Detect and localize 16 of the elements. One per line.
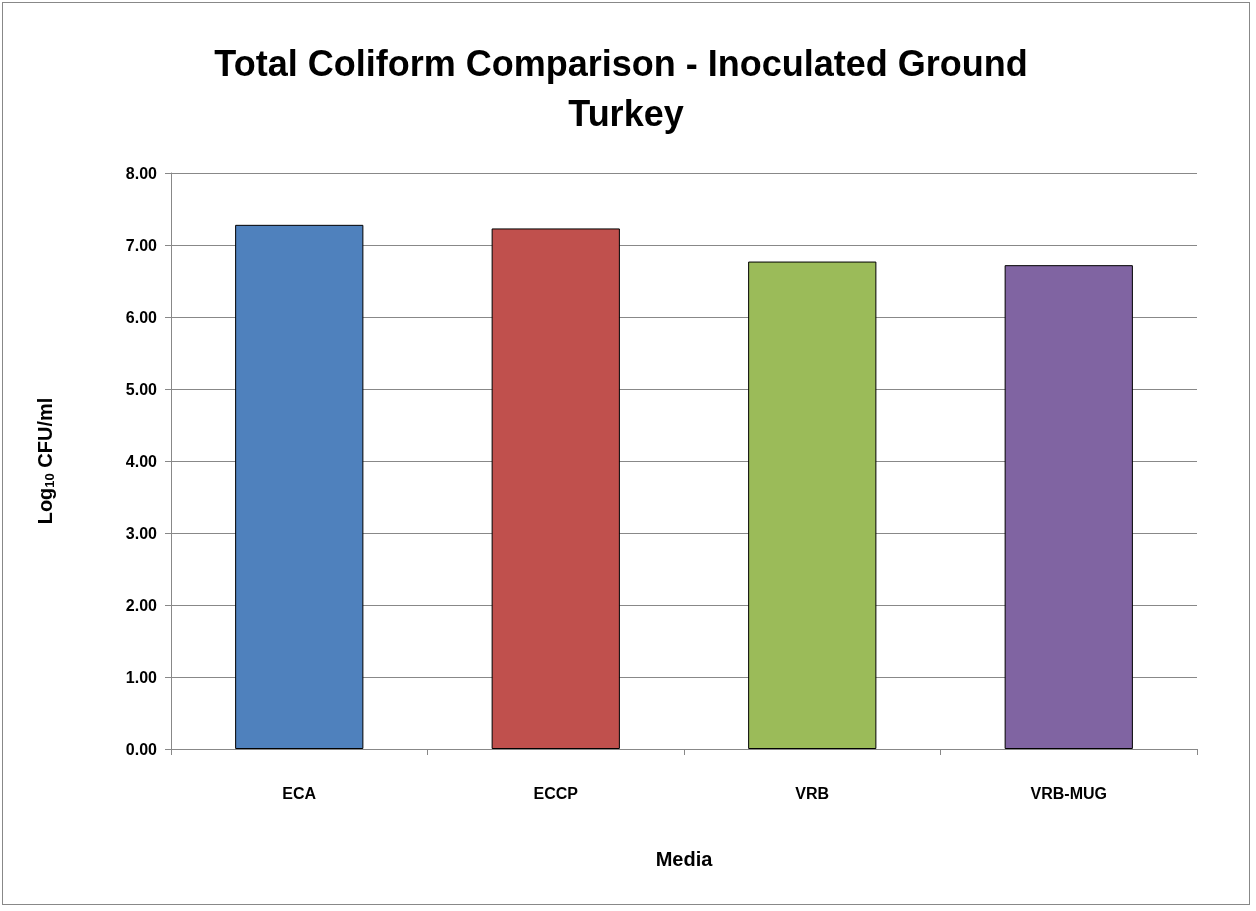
y-tick-label: 3.00 — [125, 524, 158, 542]
y-tick-label: 2.00 — [125, 596, 158, 614]
y-tick-label: 1.00 — [125, 668, 158, 686]
y-tick-label: 6.00 — [125, 308, 158, 326]
x-tick-label: VRB-MUG — [1030, 784, 1107, 802]
y-tick-label: 7.00 — [125, 236, 158, 254]
x-axis-title: Media — [655, 848, 714, 870]
chart-title: Total Coliform Comparison - Inoculated Ground Turkey — [214, 42, 1038, 134]
y-tick-label: 5.00 — [125, 380, 158, 398]
y-axis-title: Log10 CFU/ml — [33, 397, 57, 525]
x-tick-label: ECA — [282, 784, 317, 802]
y-tick-label: 8.00 — [125, 164, 158, 182]
y-tick-label: 0.00 — [125, 740, 158, 758]
x-tick-label: VRB — [795, 784, 830, 802]
y-tick-label: 4.00 — [125, 452, 158, 470]
x-tick-label: ECCP — [533, 784, 579, 802]
